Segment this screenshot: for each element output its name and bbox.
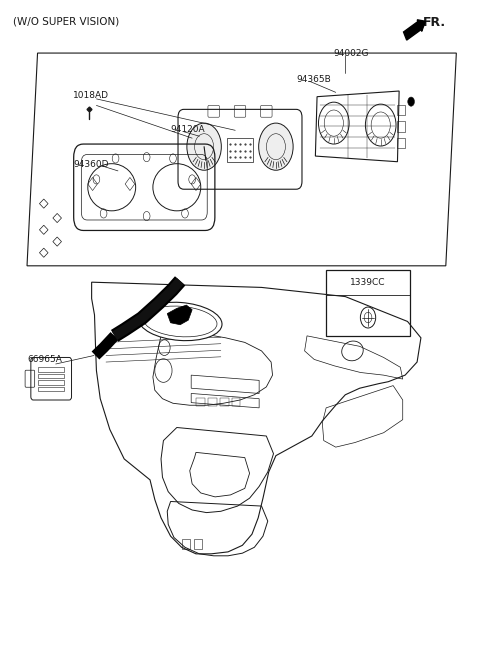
- Bar: [220, 398, 228, 406]
- Text: 1339CC: 1339CC: [350, 278, 386, 287]
- Bar: [397, 138, 405, 148]
- Bar: [38, 374, 64, 379]
- Bar: [232, 398, 240, 406]
- Text: 94002G: 94002G: [333, 49, 369, 58]
- Bar: [38, 387, 64, 392]
- FancyArrow shape: [404, 20, 425, 40]
- Text: FR.: FR.: [423, 16, 446, 30]
- Polygon shape: [167, 305, 192, 325]
- Bar: [227, 138, 253, 163]
- Circle shape: [259, 123, 293, 171]
- Bar: [397, 121, 405, 132]
- Ellipse shape: [138, 302, 222, 340]
- Text: 1018AD: 1018AD: [73, 91, 109, 100]
- Bar: [326, 270, 410, 336]
- Circle shape: [408, 97, 414, 106]
- Text: 66965A: 66965A: [27, 355, 62, 364]
- Bar: [38, 367, 64, 372]
- Bar: [208, 398, 216, 406]
- Text: 94365B: 94365B: [297, 75, 331, 84]
- Bar: [397, 105, 405, 115]
- Text: 94360D: 94360D: [73, 160, 109, 169]
- Bar: [193, 539, 202, 549]
- Circle shape: [187, 123, 221, 171]
- Bar: [181, 539, 190, 549]
- Bar: [38, 380, 64, 385]
- Text: 94120A: 94120A: [170, 125, 205, 134]
- Bar: [196, 398, 204, 406]
- Text: (W/O SUPER VISION): (W/O SUPER VISION): [12, 16, 119, 27]
